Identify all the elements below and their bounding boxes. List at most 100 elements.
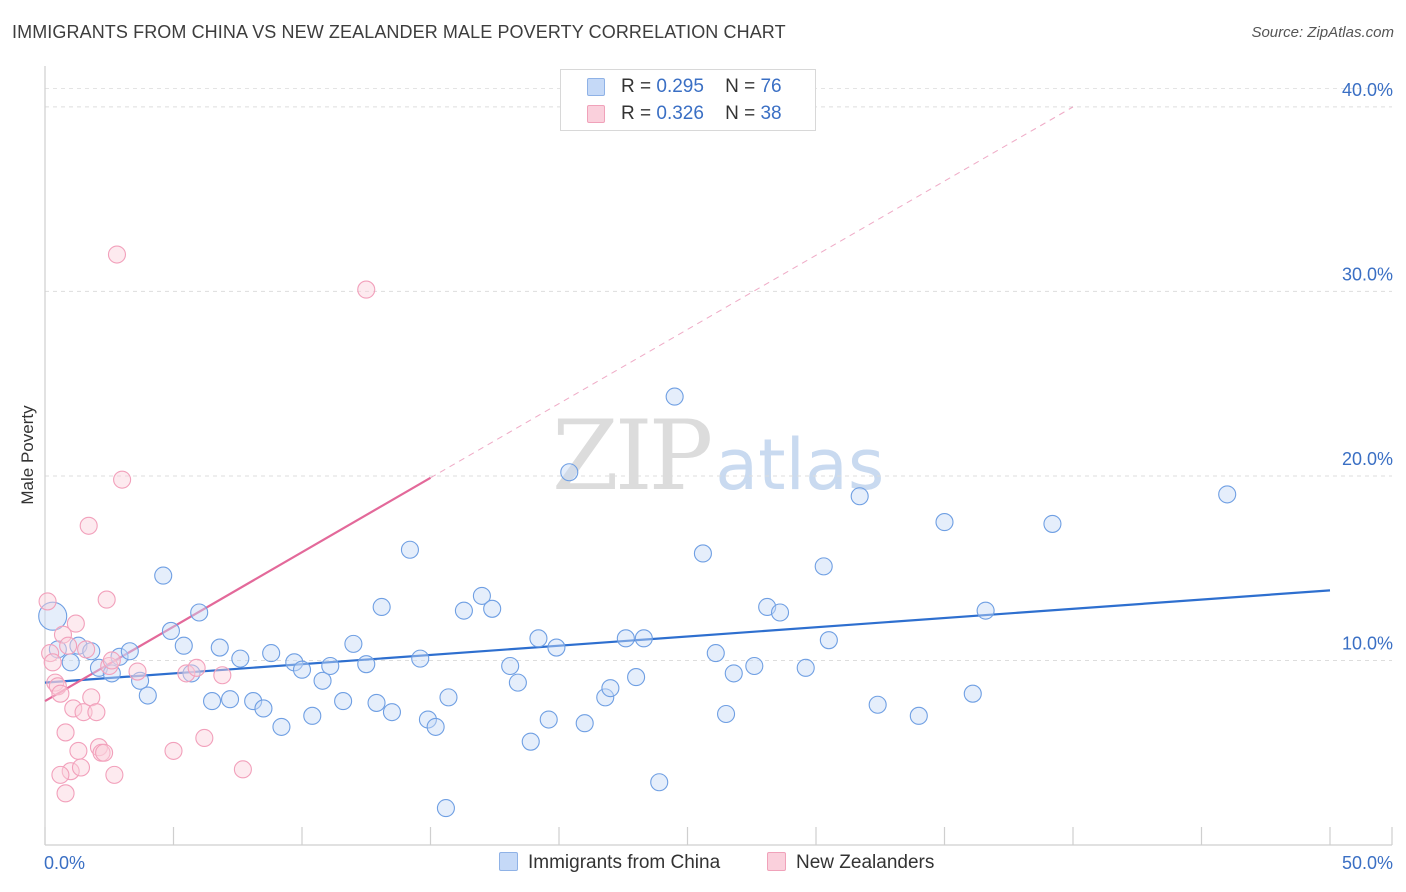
point-china-75	[1218, 485, 1237, 504]
point-china-31	[357, 655, 376, 674]
point-china-69	[868, 695, 887, 714]
y-tick-label-30: 30.0%	[1342, 264, 1393, 284]
y-tick-label-20: 20.0%	[1342, 449, 1393, 469]
point-nz-15	[77, 640, 96, 659]
point-china-21	[254, 699, 273, 718]
point-china-49	[560, 463, 579, 482]
point-nz-36	[51, 765, 70, 784]
legend-swatch-china	[499, 852, 518, 871]
point-china-29	[334, 692, 353, 711]
r-label: R =	[621, 103, 652, 124]
y-tick-label-40: 40.0%	[1342, 80, 1393, 100]
x-tick-label-max: 50.0%	[1342, 853, 1393, 873]
point-china-18	[220, 690, 240, 709]
stats-box: R = 0.295 N = 76 R = 0.326 N = 38	[560, 69, 816, 131]
grid-lines	[45, 87, 1392, 661]
point-nz-33	[213, 666, 232, 685]
point-china-51	[596, 688, 615, 707]
trend-line-nz	[44, 476, 432, 703]
trend-lines	[44, 106, 1331, 703]
n-value-nz: 38	[760, 103, 782, 124]
stats-swatch-china	[587, 78, 605, 96]
point-china-32	[367, 693, 386, 712]
point-nz-7	[56, 723, 75, 742]
point-china-19	[231, 649, 250, 668]
y-tick-label-10: 10.0%	[1342, 633, 1393, 653]
point-china-28	[321, 656, 340, 676]
point-nz-18	[87, 703, 106, 722]
point-china-6	[102, 664, 121, 683]
point-china-30	[344, 634, 363, 653]
point-china-73	[976, 601, 995, 620]
point-china-56	[650, 773, 669, 792]
point-china-8	[120, 642, 139, 661]
point-china-52	[601, 679, 620, 698]
point-nz-6	[53, 625, 73, 644]
point-nz-34	[233, 760, 252, 779]
point-nz-25	[105, 765, 124, 784]
r-value-nz: 0.326	[656, 103, 704, 124]
point-china-11	[154, 566, 173, 585]
point-nz-2	[43, 653, 62, 672]
point-nz-26	[107, 245, 127, 264]
point-china-70	[909, 706, 928, 725]
legend-item-china[interactable]: Immigrants from China	[499, 852, 720, 874]
chart-title: IMMIGRANTS FROM CHINA VS NEW ZEALANDER M…	[12, 22, 786, 42]
point-nz-0	[38, 592, 57, 611]
r-label: R =	[621, 76, 652, 97]
point-china-20	[244, 692, 263, 711]
point-nz-22	[97, 590, 116, 609]
point-china-64	[770, 603, 790, 622]
data-points	[38, 245, 1237, 818]
trend-line-china	[44, 589, 1331, 684]
point-china-55	[634, 629, 653, 648]
point-china-41	[472, 586, 491, 605]
point-china-44	[508, 673, 527, 692]
point-china-67	[819, 631, 838, 650]
point-nz-28	[128, 662, 147, 681]
point-china-62	[745, 656, 764, 676]
point-china-72	[963, 684, 982, 703]
point-china-74	[1043, 514, 1062, 533]
point-nz-27	[113, 470, 132, 489]
point-china-57	[665, 387, 684, 406]
point-nz-5	[51, 684, 70, 703]
point-china-2	[61, 653, 80, 672]
point-china-76	[436, 799, 455, 818]
point-nz-11	[66, 614, 85, 633]
point-china-17	[210, 638, 229, 657]
x-tick-label-min: 0.0%	[44, 853, 85, 873]
point-nz-35	[357, 280, 376, 299]
legend-label-china: Immigrants from China	[528, 852, 721, 873]
point-nz-24	[102, 651, 121, 670]
point-china-43	[501, 656, 520, 676]
point-china-22	[262, 644, 281, 663]
point-china-48	[547, 638, 566, 657]
point-china-34	[382, 703, 402, 722]
point-china-40	[454, 601, 473, 620]
legend-item-nz[interactable]: New Zealanders	[767, 852, 934, 874]
point-china-27	[313, 671, 332, 690]
r-value-china: 0.295	[656, 76, 704, 97]
trend-line-nz-extension	[430, 106, 1074, 479]
stats-swatch-nz	[587, 105, 605, 123]
legend-swatch-nz	[767, 852, 786, 871]
point-china-53	[616, 629, 635, 648]
point-china-58	[693, 544, 712, 563]
point-china-65	[796, 658, 815, 677]
source-label: Source: ZipAtlas.com	[1251, 24, 1394, 41]
point-china-38	[426, 717, 445, 736]
point-nz-12	[69, 741, 88, 760]
point-china-39	[439, 688, 458, 707]
point-china-15	[190, 603, 209, 622]
point-china-13	[174, 636, 193, 655]
point-china-47	[539, 710, 558, 729]
point-china-36	[411, 649, 430, 668]
point-china-23	[272, 717, 291, 736]
point-china-66	[814, 557, 833, 576]
n-value-china: 76	[760, 76, 782, 97]
n-label: N =	[725, 103, 756, 124]
tick-labels: 10.0% 20.0% 30.0% 40.0% 0.0% 50.0%	[44, 80, 1393, 873]
point-china-60	[716, 704, 736, 724]
